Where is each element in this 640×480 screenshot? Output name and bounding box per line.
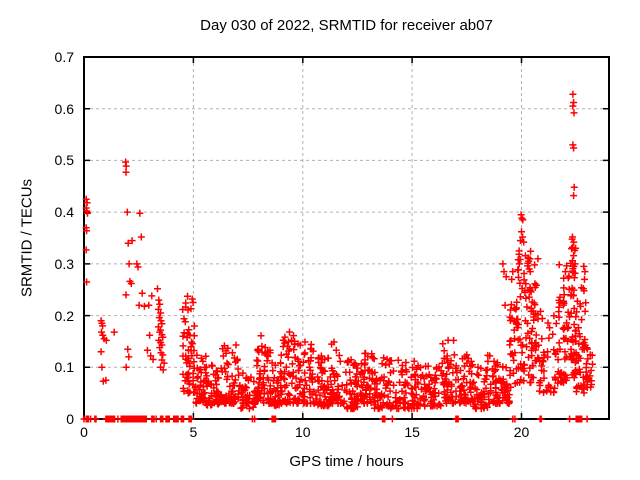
x-tick-label: 15 [404,424,420,440]
x-tick-label: 10 [294,424,311,440]
plot-border [83,56,610,420]
grid-lines [84,57,609,419]
y-tick-label: 0.3 [54,255,74,272]
scatter-points [80,90,596,423]
y-tick-label: 0.6 [54,100,74,117]
y-tick-label: 0.1 [54,359,74,376]
x-tick-label: 0 [80,424,88,440]
y-tick-label: 0.2 [54,307,74,324]
y-tick-label: 0.5 [54,152,74,169]
y-tick-label: 0.4 [54,204,74,221]
x-tick-label: 20 [513,424,530,440]
x-axis-label: GPS time / hours [289,453,404,470]
chart-title: Day 030 of 2022, SRMTID for receiver ab0… [200,17,493,34]
y-tick-label: 0 [66,411,74,427]
y-axis-label: SRMTID / TECUs [18,178,36,298]
y-tick-label: 0.7 [54,49,74,65]
x-tick-label: 5 [189,424,198,440]
